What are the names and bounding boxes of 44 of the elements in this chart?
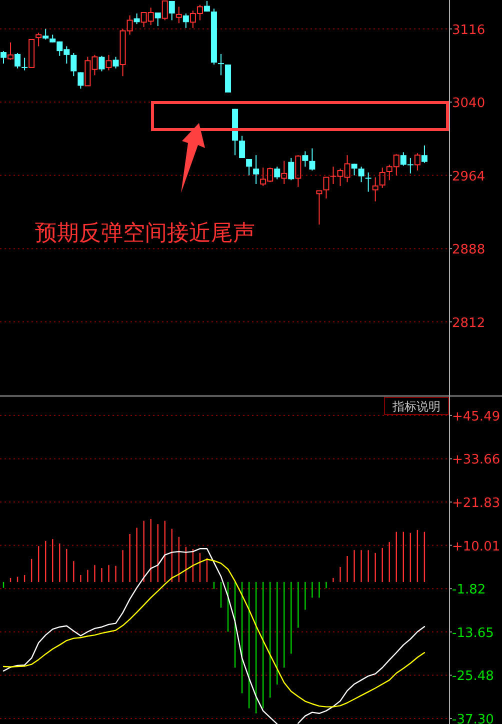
candlestick	[358, 166, 364, 183]
candlestick	[182, 12, 189, 28]
candlestick	[239, 135, 246, 159]
candlestick	[274, 166, 280, 180]
candlestick	[316, 190, 322, 225]
y-tick-label: 2812	[452, 316, 486, 331]
candlestick	[0, 50, 7, 64]
candlestick	[14, 52, 21, 69]
candlestick	[21, 57, 28, 71]
y-tick-label: +10.01	[452, 539, 500, 554]
y-tick-label: 2888	[452, 242, 486, 258]
y-tick-label: -37.30	[452, 712, 494, 724]
candlestick	[421, 144, 428, 164]
line-series	[2, 558, 426, 708]
y-tick-label: 2964	[452, 169, 486, 184]
y-tick-label: -25.48	[452, 669, 494, 684]
candlestick	[302, 150, 308, 168]
candlestick	[70, 52, 77, 77]
candlestick	[134, 12, 140, 25]
y-tick-label: -1.82	[452, 582, 486, 598]
candlestick	[112, 56, 119, 69]
y-tick-label: +21.83	[452, 496, 500, 512]
candlestick	[168, 0, 175, 21]
y-tick-label: -13.65	[452, 626, 494, 641]
candlestick	[309, 148, 316, 172]
candlestick	[281, 160, 288, 185]
y-tick-label: 3116	[452, 22, 486, 38]
candlestick	[28, 39, 35, 68]
y-tick-label: +45.49	[452, 409, 500, 424]
annotation: 预期反弹空间接近尾声	[35, 221, 255, 246]
candlestick	[288, 158, 294, 181]
candlestick	[246, 158, 252, 176]
candlestick	[364, 172, 372, 192]
candlestick	[78, 72, 84, 90]
candlestick	[42, 28, 49, 40]
candlestick	[154, 12, 161, 27]
candlestick	[323, 176, 330, 199]
y-tick-label: 3040	[452, 96, 486, 112]
candlestick	[372, 176, 378, 202]
candlestick	[98, 55, 105, 72]
y-tick-label: +33.66	[452, 452, 500, 468]
candlestick	[217, 53, 224, 76]
candlestick	[253, 154, 260, 185]
annotation: 指标说明	[392, 400, 440, 414]
